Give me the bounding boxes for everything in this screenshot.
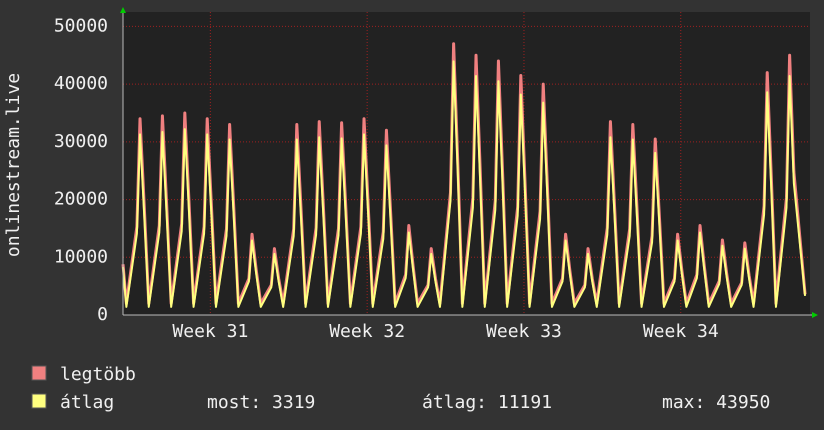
x-tick-label: Week 34 — [643, 321, 719, 342]
stat: most: 3319 — [207, 392, 315, 413]
y-axis-label: onlinestream.live — [3, 73, 24, 257]
y-tick-label: 0 — [97, 304, 108, 325]
y-tick-label: 20000 — [54, 189, 108, 210]
legend-label: legtöbb — [60, 364, 136, 385]
y-tick-label: 30000 — [54, 131, 108, 152]
legend-label: átlag — [60, 392, 114, 413]
y-tick-label: 50000 — [54, 15, 108, 36]
legend-swatch — [31, 393, 47, 409]
x-tick-label: Week 31 — [172, 321, 248, 342]
series-line — [122, 60, 807, 308]
x-arrow — [812, 312, 818, 318]
stat: max: 43950 — [662, 392, 770, 413]
stat: átlag: 11191 — [422, 392, 552, 413]
x-tick-label: Week 33 — [486, 321, 562, 342]
legend-swatch — [31, 365, 47, 381]
x-tick-label: Week 32 — [329, 321, 405, 342]
y-arrow — [120, 7, 126, 13]
y-tick-label: 40000 — [54, 73, 108, 94]
y-tick-label: 10000 — [54, 246, 108, 267]
